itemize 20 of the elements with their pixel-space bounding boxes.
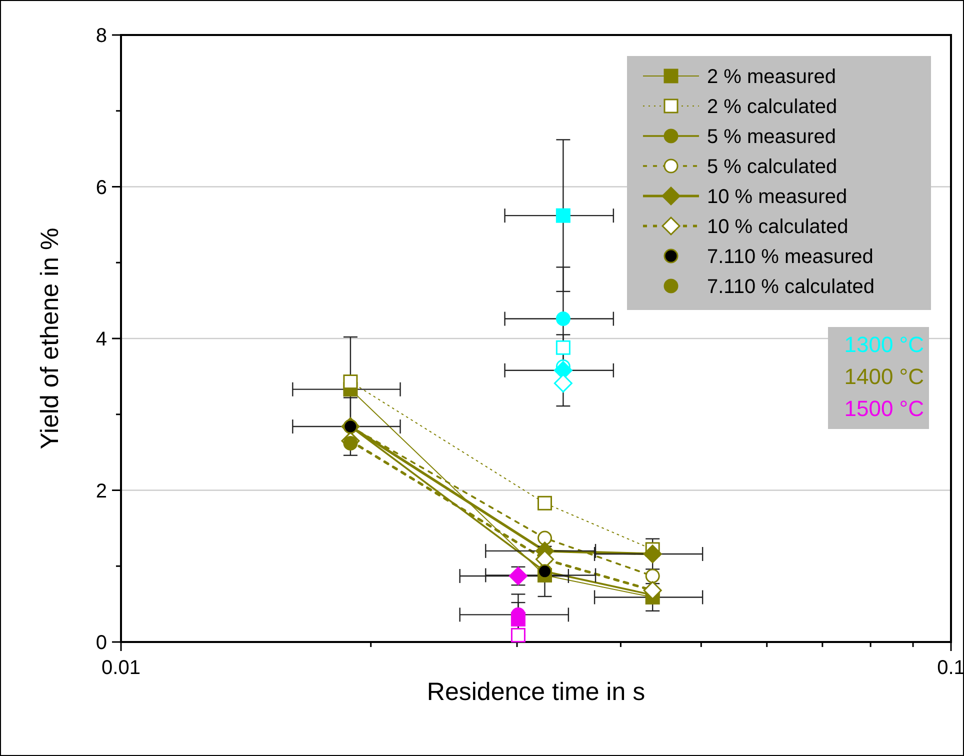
y-tick-label: 2 — [96, 480, 107, 502]
x-axis-title: Residence time in s — [426, 678, 646, 706]
annotation: 1300 °C — [844, 332, 924, 357]
y-tick-label: 6 — [96, 176, 107, 199]
x-tick-label: 0.01 — [102, 657, 140, 679]
y-axis-title: Yield of ethene in % — [36, 228, 64, 450]
legend-label: 5 % measured — [707, 126, 836, 148]
annotation: 1500 °C — [844, 396, 924, 421]
legend-label: 2 % measured — [707, 66, 836, 88]
legend-label: 7.110 % measured — [707, 246, 874, 268]
annotation: 1400 °C — [844, 364, 924, 389]
y-tick-label: 4 — [96, 328, 107, 350]
legend-label: 2 % calculated — [707, 96, 838, 118]
y-tick-label: 8 — [96, 25, 107, 47]
legend-label: 5 % calculated — [707, 156, 838, 178]
legend-label: 10 % calculated — [707, 216, 848, 238]
y-tick-label: 0 — [96, 632, 107, 654]
legend-label: 10 % measured — [707, 186, 848, 208]
x-tick-label: 0.1 — [937, 657, 964, 679]
legend-label: 7.110 % calculated — [707, 276, 875, 298]
